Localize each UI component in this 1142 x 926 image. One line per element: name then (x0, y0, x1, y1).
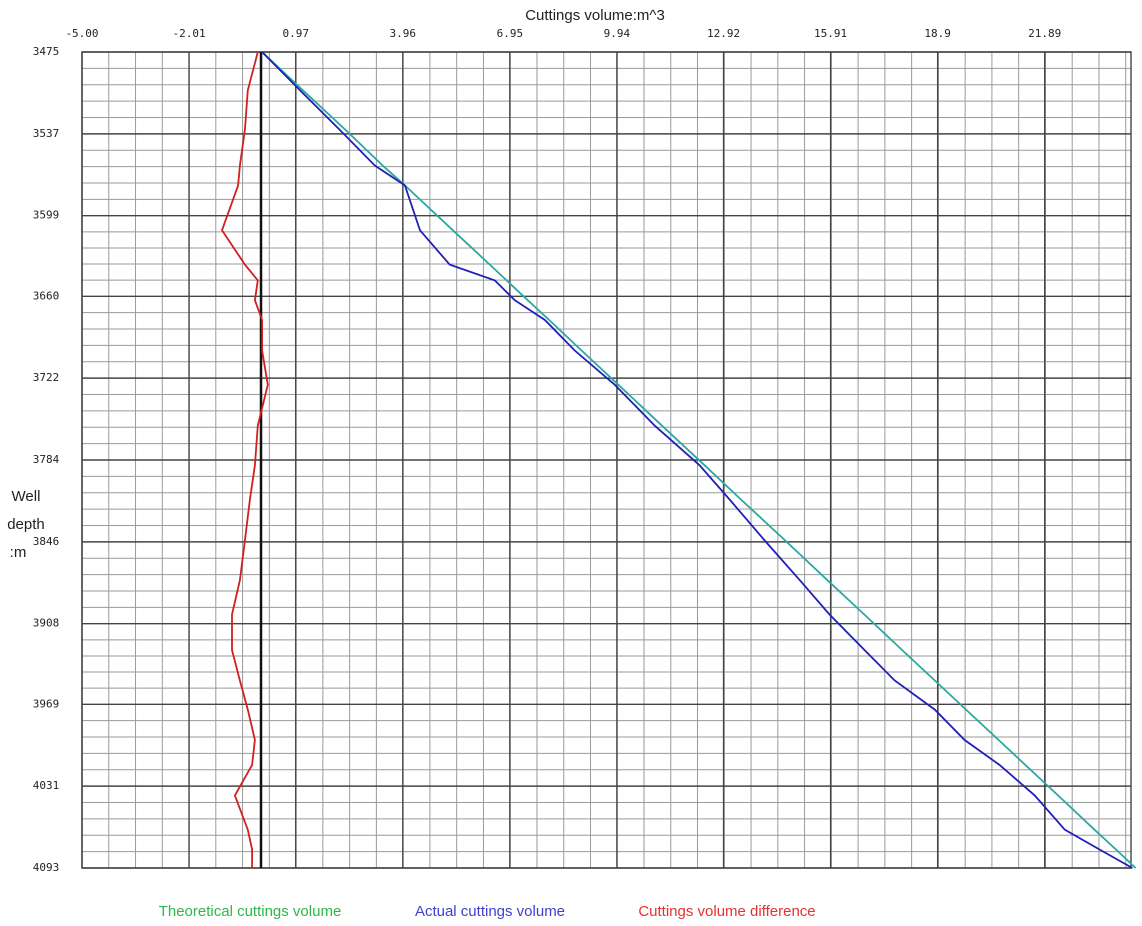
legend-entry: Cuttings volume difference (638, 903, 815, 920)
y-tick-label: 3969 (33, 697, 60, 710)
x-tick-label: 15.91 (814, 27, 847, 40)
y-axis-label: depth (7, 516, 45, 533)
series-line (261, 51, 1133, 869)
legend-entry: Actual cuttings volume (415, 903, 565, 920)
x-tick-label: 6.95 (497, 27, 524, 40)
plot-frame (81, 51, 1132, 869)
series-line (220, 51, 269, 868)
x-tick-label: -5.00 (65, 27, 98, 40)
y-axis-label: Well (12, 488, 41, 505)
y-tick-label: 4031 (33, 779, 60, 792)
x-tick-label: 0.97 (282, 27, 309, 40)
y-tick-label: 3908 (33, 617, 60, 630)
y-tick-label: 3722 (33, 371, 60, 384)
legend-entry: Theoretical cuttings volume (159, 903, 342, 920)
x-tick-label: 21.89 (1028, 27, 1061, 40)
y-tick-label: 3475 (33, 45, 60, 58)
series-line (261, 51, 1137, 869)
y-tick-label: 4093 (33, 861, 60, 874)
x-tick-label: 18.9 (924, 27, 951, 40)
y-tick-label: 3660 (33, 289, 60, 302)
y-tick-label: 3846 (33, 535, 60, 548)
x-tick-label: 12.92 (707, 27, 740, 40)
x-tick-label: 3.96 (390, 27, 417, 40)
chart-title: Cuttings volume:m^3 (525, 7, 665, 24)
y-tick-label: 3537 (33, 127, 60, 140)
x-tick-label: -2.01 (172, 27, 205, 40)
x-tick-label: 9.94 (604, 27, 631, 40)
y-tick-label: 3784 (33, 453, 60, 466)
y-tick-label: 3599 (33, 209, 60, 222)
y-axis-label: :m (10, 544, 27, 561)
